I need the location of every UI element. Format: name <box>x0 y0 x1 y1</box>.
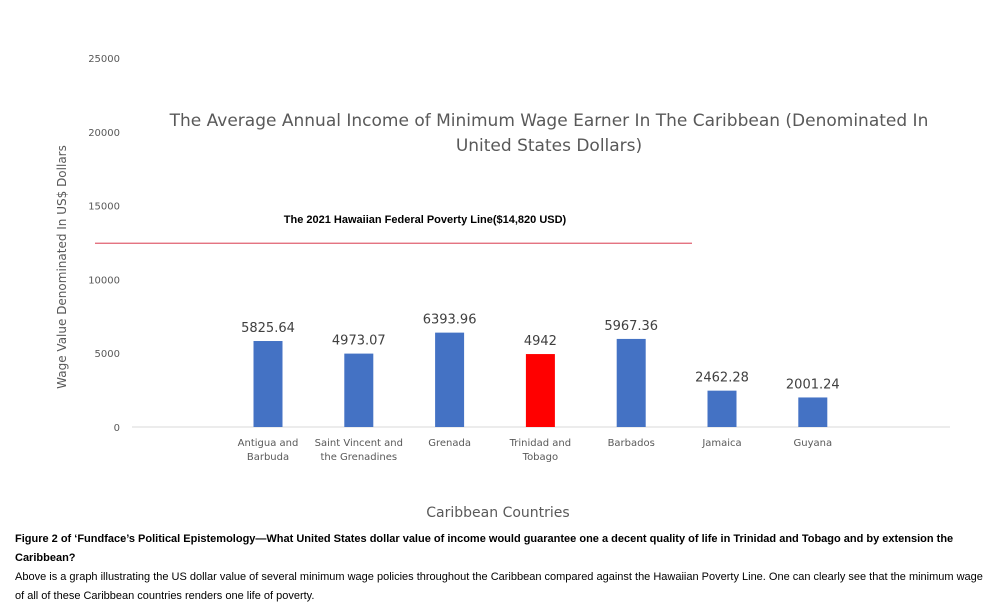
figure-caption: Figure 2 of ‘Fundface’s Political Episte… <box>15 530 990 606</box>
bar-2 <box>435 332 465 427</box>
category-label-0: Barbuda <box>247 452 289 463</box>
bar-5 <box>707 390 737 427</box>
value-labels: 5825.64 4973.07 6393.96 4942 5967.36 2462.28 2… <box>241 313 840 393</box>
category-label-5: Jamaica <box>701 438 741 449</box>
category-label-0: Antigua and <box>238 438 299 449</box>
y-tick-label: 0 <box>114 423 120 434</box>
bar-0 <box>253 341 283 427</box>
value-label-4: 5967.36 <box>604 319 658 334</box>
bar-4 <box>616 338 646 427</box>
caption-title: Figure 2 of ‘Fundface’s Political Episte… <box>15 533 954 564</box>
y-tick-label: 20000 <box>88 128 120 139</box>
chart-title-line-2: United States Dollars) <box>456 136 642 156</box>
category-label-3: Tobago <box>522 452 558 463</box>
value-label-0: 5825.64 <box>241 321 295 336</box>
poverty-line-label: The 2021 Hawaiian Federal Poverty Line($… <box>284 214 567 226</box>
y-axis-label: Wage Value Denominated In US$ Dollars <box>55 145 69 389</box>
value-label-2: 6393.96 <box>423 313 477 328</box>
category-label-3: Trinidad and <box>509 438 571 449</box>
chart-title-line-1: The Average Annual Income of Minimum Wag… <box>169 111 929 131</box>
bar-6 <box>798 397 828 427</box>
bars <box>253 332 828 427</box>
y-tick-label: 25000 <box>88 54 120 65</box>
y-tick-label: 5000 <box>95 349 120 360</box>
bar-1 <box>344 353 374 427</box>
category-label-1: the Grenadines <box>320 452 397 463</box>
y-tick-label: 10000 <box>88 275 120 286</box>
y-axis-ticks: 0 5000 10000 15000 20000 25000 <box>88 54 120 434</box>
caption-text: Above is a graph illustrating the US dol… <box>15 571 983 602</box>
x-axis-label: Caribbean Countries <box>426 505 569 521</box>
value-label-6: 2001.24 <box>786 377 840 392</box>
y-tick-label: 15000 <box>88 202 120 213</box>
category-label-6: Guyana <box>793 438 832 449</box>
value-label-5: 2462.28 <box>695 371 749 386</box>
bar-3 <box>525 354 555 427</box>
bar-chart: The Average Annual Income of Minimum Wag… <box>55 54 950 521</box>
category-label-4: Barbados <box>608 438 655 449</box>
value-label-1: 4973.07 <box>332 334 386 349</box>
category-label-2: Grenada <box>428 438 471 449</box>
category-label-1: Saint Vincent and <box>315 438 403 449</box>
category-labels: Antigua and Barbuda Saint Vincent and the G… <box>238 438 832 463</box>
value-label-3: 4942 <box>524 334 557 349</box>
